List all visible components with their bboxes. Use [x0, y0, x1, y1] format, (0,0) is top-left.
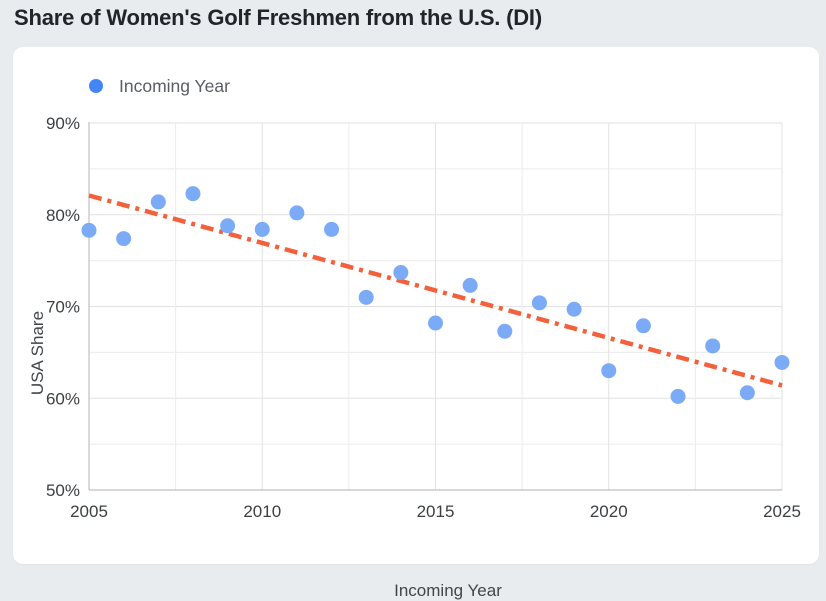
data-point[interactable]	[81, 222, 97, 238]
trendline	[88, 193, 783, 388]
data-point[interactable]	[428, 315, 443, 331]
data-point[interactable]	[289, 205, 305, 221]
y-tick-label: 80%	[46, 206, 80, 225]
y-tick-label: 90%	[46, 114, 80, 133]
data-point[interactable]	[635, 318, 651, 334]
data-point[interactable]	[774, 354, 790, 370]
data-point[interactable]	[393, 265, 409, 281]
data-point[interactable]	[497, 323, 513, 339]
data-point[interactable]	[324, 221, 340, 237]
x-tick-label: 2020	[590, 502, 628, 521]
y-tick-label: 70%	[46, 298, 80, 317]
data-point[interactable]	[705, 338, 721, 354]
chart-card: USA Share Incoming Year	[13, 47, 819, 600]
page-title: Share of Women's Golf Freshmen from the …	[14, 5, 542, 30]
y-tick-label: 60%	[46, 389, 80, 408]
legend-label: Incoming Year	[119, 75, 230, 96]
data-point[interactable]	[150, 194, 166, 210]
scatter-plot[interactable]: 50% 60% 70% 80% 90% 2005 2010 2015 2020 2025	[0, 0, 826, 574]
x-tick-label: 2010	[243, 502, 281, 521]
chart-legend: Incoming Year	[89, 76, 230, 96]
data-point[interactable]	[739, 385, 755, 401]
y-tick-label: 50%	[46, 481, 80, 500]
data-point[interactable]	[531, 295, 547, 311]
data-point[interactable]	[601, 363, 617, 379]
x-tick-label: 2015	[417, 502, 455, 521]
x-tick-label: 2005	[70, 502, 108, 521]
data-point[interactable]	[358, 289, 374, 305]
x-tick-label: 2025	[763, 502, 801, 521]
data-point[interactable]	[220, 218, 236, 234]
legend-marker-icon	[89, 79, 103, 93]
data-point[interactable]	[670, 388, 686, 404]
data-point[interactable]	[462, 277, 478, 293]
data-point[interactable]	[185, 186, 201, 202]
x-axis-title: Incoming Year	[394, 581, 502, 600]
data-point[interactable]	[254, 221, 270, 237]
data-point[interactable]	[566, 301, 582, 317]
data-point[interactable]	[116, 231, 132, 247]
